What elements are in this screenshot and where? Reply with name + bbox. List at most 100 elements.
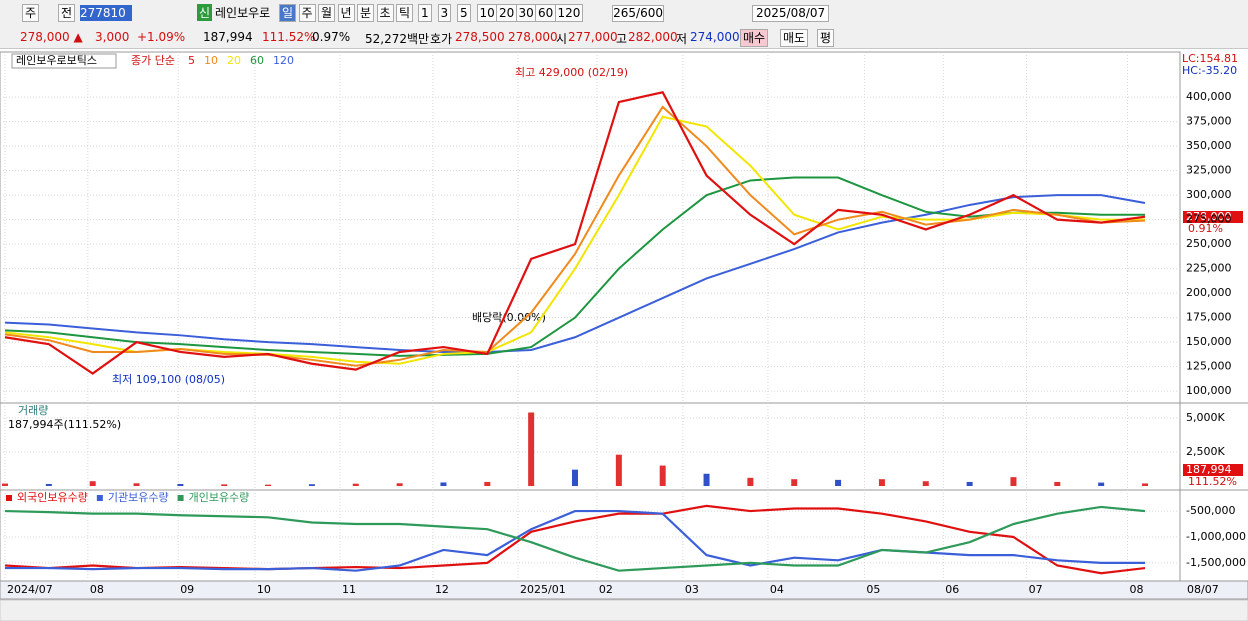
volume-bar bbox=[835, 479, 842, 486]
open: 277,000 bbox=[568, 30, 618, 44]
lc-label: LC:154.81 bbox=[1182, 52, 1238, 65]
period-select[interactable]: 주 bbox=[22, 4, 40, 22]
y-tick-label: 275,000 bbox=[1186, 213, 1232, 226]
y-tick-label: 175,000 bbox=[1186, 311, 1232, 324]
y-tick-label: 375,000 bbox=[1186, 115, 1232, 128]
period-button[interactable]: 월 bbox=[318, 4, 336, 22]
period-button[interactable]: 분 bbox=[357, 4, 375, 22]
annotation-low: 최저 109,100 (08/05) bbox=[112, 373, 225, 386]
y-tick-label: 100,000 bbox=[1186, 384, 1232, 397]
stock-name[interactable]: 레인보우로 bbox=[215, 6, 271, 20]
volume-box bbox=[1183, 464, 1243, 476]
legend-swatch bbox=[6, 495, 12, 501]
legend-swatch bbox=[177, 495, 184, 501]
low: 274,000 bbox=[690, 30, 740, 44]
x-tick-label: 02 bbox=[599, 583, 613, 596]
legend-entry: 개인보유수량 bbox=[189, 491, 250, 504]
y-tick-label: 225,000 bbox=[1186, 262, 1232, 275]
price: 278,000 ▲ bbox=[20, 30, 83, 44]
y-tick-label: 200,000 bbox=[1186, 286, 1232, 299]
series-line bbox=[4, 176, 1145, 357]
volume-ratio: 111.52% bbox=[262, 30, 316, 44]
y-tick-label: 125,000 bbox=[1186, 360, 1232, 373]
volume: 187,994 bbox=[203, 30, 253, 44]
x-tick-label: 2024/07 bbox=[7, 583, 53, 596]
legend-entry: 기관보유수량 bbox=[108, 491, 169, 504]
volume-bar bbox=[1098, 482, 1105, 486]
hc-label: HC:-35.20 bbox=[1182, 64, 1237, 77]
volume-title: 거래량 bbox=[18, 404, 48, 417]
chart-title: 레인보우로보틱스 bbox=[16, 54, 97, 67]
period-button[interactable]: 30 bbox=[515, 4, 537, 22]
change-pct: +1.09% bbox=[137, 30, 186, 44]
count: 265 bbox=[613, 6, 637, 20]
avg-button[interactable]: 평 bbox=[817, 29, 835, 47]
period-button[interactable]: 년 bbox=[337, 4, 355, 22]
legend-label: 종가 단순 bbox=[131, 54, 175, 67]
x-tick-label: 04 bbox=[770, 583, 784, 596]
annotation-high: 최고 429,000 (02/19) bbox=[515, 66, 628, 79]
current-pct: 0.91% bbox=[1188, 222, 1223, 235]
cursor-date: 08/07 bbox=[1187, 583, 1219, 596]
y-tick-label: 350,000 bbox=[1186, 139, 1232, 152]
period-button[interactable]: 주 bbox=[298, 4, 316, 22]
annotation-dividend: 배당락(0.00%) bbox=[472, 311, 546, 324]
quote-bar: 278,000 ▲ 3,000 +1.09% 187,994 111.52% 0… bbox=[0, 28, 1248, 49]
series-line bbox=[5, 509, 1145, 572]
x-tick-label: 12 bbox=[435, 583, 449, 596]
period-button[interactable]: 20 bbox=[496, 4, 518, 22]
date-input[interactable]: 2025/08/07 bbox=[752, 5, 830, 22]
buy-button[interactable]: 매수 bbox=[740, 29, 769, 47]
ask-label: 호가 bbox=[430, 32, 453, 46]
count-max: /600 bbox=[636, 6, 663, 20]
volume-bar bbox=[177, 483, 184, 486]
volume-bar bbox=[352, 483, 359, 486]
volume-bar bbox=[528, 412, 535, 486]
legend-entry: 120 bbox=[273, 54, 294, 67]
y-tick-label: 2,500K bbox=[1186, 445, 1225, 458]
legend-entry: 외국인보유수량 bbox=[17, 491, 88, 504]
period-button[interactable]: 120 bbox=[554, 4, 584, 22]
scrollbar[interactable] bbox=[0, 599, 1248, 621]
turnover: 0.97% bbox=[312, 30, 351, 44]
current-price: 278,000 bbox=[1186, 210, 1232, 223]
count-input[interactable]: 265/600 bbox=[612, 5, 664, 22]
volume-bar bbox=[1142, 483, 1148, 486]
change: 3,000 bbox=[95, 30, 130, 44]
volume-current: 187,994 bbox=[1186, 463, 1232, 476]
legend-swatch bbox=[96, 495, 103, 501]
x-tick-label: 05 bbox=[866, 583, 880, 596]
series-line bbox=[4, 105, 1146, 367]
chart: 레인보우로보틱스 종가 단순 LC:154.81 HC:-35.20 278,0… bbox=[0, 51, 1248, 621]
volume-bar bbox=[878, 479, 885, 486]
period-button[interactable]: 5 bbox=[457, 4, 471, 22]
mode-select[interactable]: 전 bbox=[58, 4, 76, 22]
period-button[interactable]: 3 bbox=[437, 4, 452, 22]
volume-bar bbox=[966, 481, 973, 486]
period-button[interactable]: 10 bbox=[476, 4, 498, 22]
ask: 278,500 bbox=[455, 30, 505, 44]
y-tick-label: 325,000 bbox=[1186, 164, 1232, 177]
x-tick-label: 11 bbox=[342, 583, 356, 596]
period-button[interactable]: 일 bbox=[279, 4, 297, 22]
title-box bbox=[11, 53, 117, 69]
legend-entry: 20 bbox=[227, 54, 241, 67]
period-button[interactable]: 초 bbox=[376, 4, 394, 22]
period-button[interactable]: 1 bbox=[418, 4, 432, 22]
x-tick-label: 06 bbox=[945, 583, 959, 596]
volume-bar bbox=[221, 484, 228, 486]
period-button[interactable]: 틱 bbox=[396, 4, 414, 22]
series-line bbox=[4, 505, 1146, 572]
low-label: 저 bbox=[676, 32, 688, 46]
volume-bar bbox=[615, 454, 622, 486]
code-input[interactable]: 277810 bbox=[80, 5, 132, 21]
x-tick-label: 2025/01 bbox=[520, 583, 566, 596]
volume-bar bbox=[747, 477, 754, 486]
amount: 52,272백만 bbox=[365, 32, 430, 46]
sell-button[interactable]: 매도 bbox=[780, 29, 809, 47]
y-tick-label: 400,000 bbox=[1186, 90, 1232, 103]
y-tick-label: -500,000 bbox=[1186, 504, 1235, 517]
x-tick-label: 09 bbox=[180, 583, 194, 596]
period-button[interactable]: 60 bbox=[535, 4, 557, 22]
